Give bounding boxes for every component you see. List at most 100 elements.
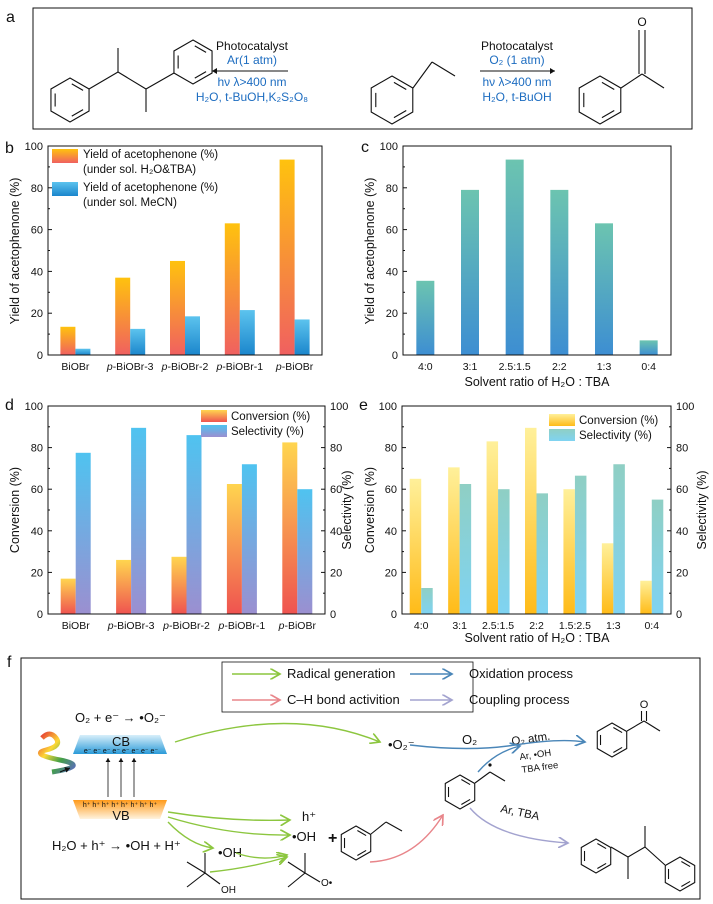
bar [536, 493, 548, 614]
dimer-chain [88, 71, 119, 90]
bar [640, 580, 652, 614]
bar [282, 442, 298, 614]
double-bond [357, 849, 367, 856]
chart-d: BiOBr p-BiOBr-3 p-BiOBr-2 p-BiOBr-1 p-BiOBr0… [25, 401, 349, 632]
bar [574, 475, 587, 614]
italic-prefix: p [215, 361, 222, 373]
double-bond [461, 798, 471, 805]
ring-bonds [370, 75, 414, 125]
carbonyl-oxygen: O [637, 15, 646, 29]
bar [130, 328, 146, 355]
category-label: 3:1 [463, 361, 478, 373]
legend-label: Conversion (%) [579, 415, 658, 427]
bar [294, 319, 310, 355]
legend-swatch [201, 410, 227, 422]
radical-chain [474, 771, 491, 784]
category-label: p-BiOBr-2 [162, 620, 210, 632]
bar [116, 559, 132, 614]
category-label: BiOBr [62, 620, 91, 632]
ring-bonds [596, 722, 628, 758]
dimer-chain [644, 846, 666, 866]
y-tick-label: 0 [392, 350, 398, 362]
ethylbenzene-ring [370, 75, 414, 125]
bar [448, 467, 460, 614]
arrow-ch-activation [369, 815, 443, 863]
bar [279, 159, 295, 355]
legend-label: Selectivity (%) [579, 430, 652, 442]
panel-label-e: e [359, 397, 368, 414]
bar [170, 260, 185, 355]
category-label: p-BiOBr-3 [106, 361, 154, 373]
ethyl-chain [431, 61, 456, 77]
bar [75, 452, 91, 614]
category-label: 1.5:2.5 [559, 620, 591, 632]
dimer-chain [627, 846, 646, 858]
panel-label-c: c [361, 139, 369, 156]
legend-swatch [549, 414, 575, 426]
light-arrow-icon [59, 767, 71, 773]
y-tick-label: 80 [386, 183, 398, 195]
legend-swatch [201, 425, 227, 437]
panel-label-b: b [5, 140, 14, 157]
category-label: 0:4 [644, 620, 659, 632]
hydroxyl-radical: •OH [218, 845, 242, 860]
y-tick-label: 100 [25, 401, 43, 413]
double-bond [393, 110, 407, 119]
o2-reduction-equation: O₂ + e⁻ → •O₂⁻ [75, 710, 166, 725]
legend-ch-activation: C–H bond activition [287, 692, 400, 707]
tba-free-label: TBA free [521, 760, 559, 776]
y-tick-label: 40 [385, 526, 397, 538]
double-bond [194, 45, 207, 53]
arrow-hole [167, 811, 290, 820]
double-bond [601, 110, 615, 119]
bar [241, 464, 257, 614]
double-bond [613, 727, 623, 734]
bar [171, 556, 187, 614]
legend-oxidation: Oxidation process [469, 666, 574, 681]
ring-bonds [340, 825, 372, 861]
double-bond [601, 81, 615, 90]
bar [409, 478, 422, 614]
y-tick-label: 80 [31, 183, 43, 195]
condition-light: hν λ>400 nm [217, 75, 286, 89]
bar [505, 159, 524, 355]
oxygen-label: O₂ [462, 732, 477, 747]
chart-b-legend: Yield of acetophenone (%) (under sol. H₂… [52, 149, 218, 209]
category-label: 4:0 [414, 620, 429, 632]
double-bond [597, 862, 607, 869]
category-label: 0:4 [641, 361, 656, 373]
italic-prefix: p [106, 361, 113, 373]
bar [224, 223, 240, 355]
ethyl-chain [412, 61, 433, 89]
vb-label: VB [112, 808, 129, 823]
legend-label: (under sol. MeCN) [83, 197, 177, 209]
holes: h⁺ h⁺ h⁺ h⁺ h⁺ h⁺ h⁺ h⁺ [83, 802, 158, 809]
condition-atmosphere: Ar(1 atm) [227, 53, 277, 67]
scheme-frame [32, 7, 693, 130]
mechanism-legend: Radical generation C–H bond activition O… [221, 661, 574, 713]
category-label: 1:3 [606, 620, 621, 632]
double-bond [681, 880, 691, 887]
label-rest: -BiOBr-1 [222, 361, 263, 373]
bar [185, 316, 200, 355]
bar [595, 223, 613, 355]
double-bond [71, 109, 84, 117]
italic-prefix: p [107, 620, 114, 632]
y-tick-label: 20 [31, 567, 43, 579]
chart-e-y2label: Selectivity (%) [695, 470, 709, 549]
alkoxy-radical-oxygen: O• [321, 878, 333, 889]
y-tick-label: 60 [386, 225, 398, 237]
molecule-structures [50, 30, 665, 125]
dimer-ring [173, 39, 213, 85]
label-rest: -BiOBr-2 [168, 361, 209, 373]
tbuoh [204, 872, 221, 885]
italic-prefix: p [275, 361, 282, 373]
category-label: 2:2 [552, 361, 567, 373]
y2-tick-label: 40 [330, 526, 342, 538]
italic-prefix: p [161, 361, 168, 373]
y2-tick-label: 60 [330, 484, 342, 496]
cb-label: CB [112, 734, 130, 749]
water-oxidation-equation: H₂O + h⁺ → •OH + H⁺ [52, 838, 181, 853]
